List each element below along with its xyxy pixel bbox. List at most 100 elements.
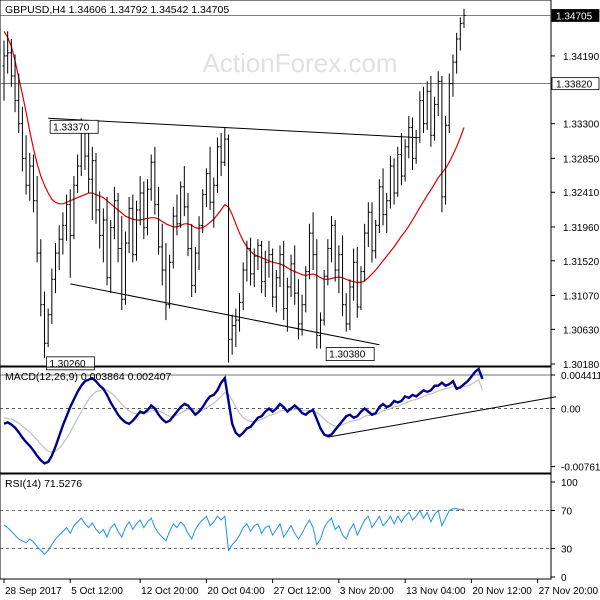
price-bar (68, 189, 72, 278)
price-bar (285, 277, 289, 332)
rsi-y-tick-label: 70 (561, 507, 573, 518)
price-bar (61, 212, 65, 255)
price-moving-average-line (3, 30, 465, 283)
price-bar (256, 239, 260, 271)
price-bar (340, 235, 345, 317)
macd-panel: 0.004411 0.00 -0.007619 MACD(12,26,9) 0.00… (0, 366, 600, 474)
price-y-tick-label: 1.30180 (563, 360, 600, 371)
price-bar (50, 268, 54, 324)
price-y-tick-label: 1.30630 (563, 325, 600, 336)
price-y-tick-label: 1.31070 (563, 291, 600, 302)
rsi-header: RSI(14) 71.5276 (5, 478, 82, 490)
price-bar (318, 312, 323, 349)
price-bar (149, 154, 153, 201)
rsi-y-tick-label: 100 (561, 478, 578, 489)
price-bar (179, 181, 183, 228)
price-bar (134, 200, 139, 261)
price-bar (444, 115, 448, 205)
price-bar (2, 40, 6, 101)
price-bar (112, 186, 116, 240)
price-bar (57, 225, 61, 271)
price-trendline (70, 283, 380, 346)
price-bar (72, 176, 76, 240)
price-bar (337, 245, 341, 294)
price-bar (35, 176, 39, 263)
price-bar (215, 137, 220, 194)
price-bar (432, 96, 437, 141)
price-bar (451, 54, 455, 97)
price-bar (329, 216, 334, 263)
price-bar (90, 146, 94, 220)
price-bar (98, 191, 102, 249)
macd-signal-line (3, 378, 483, 453)
macd-y-tick-label: 0.004411 (561, 371, 600, 382)
price-annotation-label: 1.33370 (53, 122, 90, 133)
price-bar (241, 262, 245, 311)
macd-header: MACD(12,26,9) 0.003864 0.002407 (5, 371, 172, 383)
price-bar (366, 202, 370, 247)
price-bar (168, 254, 172, 309)
price-bar (193, 246, 197, 294)
price-bar (381, 168, 385, 226)
price-bar (322, 270, 326, 326)
price-bar (263, 250, 267, 297)
rsi-panel: 100 70 30 0 RSI(14) 71.5276 (0, 473, 578, 584)
x-tick-label: 20 Nov 12:00 (472, 586, 532, 597)
price-bar (13, 54, 17, 113)
price-bar (248, 237, 253, 286)
price-bar (374, 219, 378, 259)
price-bar (123, 231, 128, 305)
price-bar (462, 8, 466, 29)
price-bar (116, 193, 120, 263)
price-bar (109, 219, 113, 294)
x-tick-label: 5 Oct 12:00 (71, 586, 123, 597)
price-bar (94, 152, 98, 224)
price-bar (204, 168, 208, 207)
price-bar (304, 266, 308, 313)
price-bar (344, 293, 348, 332)
rsi-y-tick-label: 0 (561, 573, 567, 584)
price-bar (300, 294, 304, 336)
price-bar (458, 17, 462, 51)
macd-trendline (327, 396, 557, 438)
price-bar (153, 146, 157, 215)
price-bar (326, 239, 330, 286)
price-bar (377, 179, 381, 234)
price-bar (138, 176, 142, 226)
price-bar (271, 248, 275, 308)
watermark: ActionForex.com (202, 48, 397, 78)
price-bar (289, 254, 293, 297)
price-bar (418, 91, 422, 143)
price-bar (53, 243, 58, 294)
price-panel-frame (0, 0, 552, 367)
price-bar (186, 193, 190, 257)
price-bar (160, 223, 164, 286)
macd-macd-line (3, 367, 484, 465)
price-annotation-label: 1.30380 (329, 350, 366, 361)
rsi-panel-frame (0, 473, 552, 580)
price-bar (311, 212, 315, 271)
price-bar (182, 166, 186, 217)
price-bar (274, 270, 278, 313)
price-bar (392, 158, 396, 205)
price-bar (234, 308, 238, 348)
price-bar (190, 223, 194, 297)
x-tick-label: 3 Nov 20:00 (340, 586, 394, 597)
price-box-label: 1.34705 (556, 11, 593, 22)
price-bar (20, 106, 24, 172)
price-bar (396, 146, 400, 197)
price-annotation-label: 1.30260 (49, 359, 86, 370)
price-bar (164, 243, 168, 321)
price-trendline (48, 117, 417, 139)
x-tick-label: 27 Oct 12:00 (274, 586, 332, 597)
price-bar (293, 245, 297, 305)
x-tick-label: 27 Nov 20:00 (539, 586, 599, 597)
price-annotation-box (49, 119, 99, 134)
price-bar (175, 194, 179, 236)
price-bar (142, 181, 146, 240)
price-bar (245, 240, 249, 282)
price-bar (226, 134, 231, 363)
price-bar (455, 32, 459, 74)
price-bar (370, 202, 374, 263)
price-bar (105, 196, 109, 286)
